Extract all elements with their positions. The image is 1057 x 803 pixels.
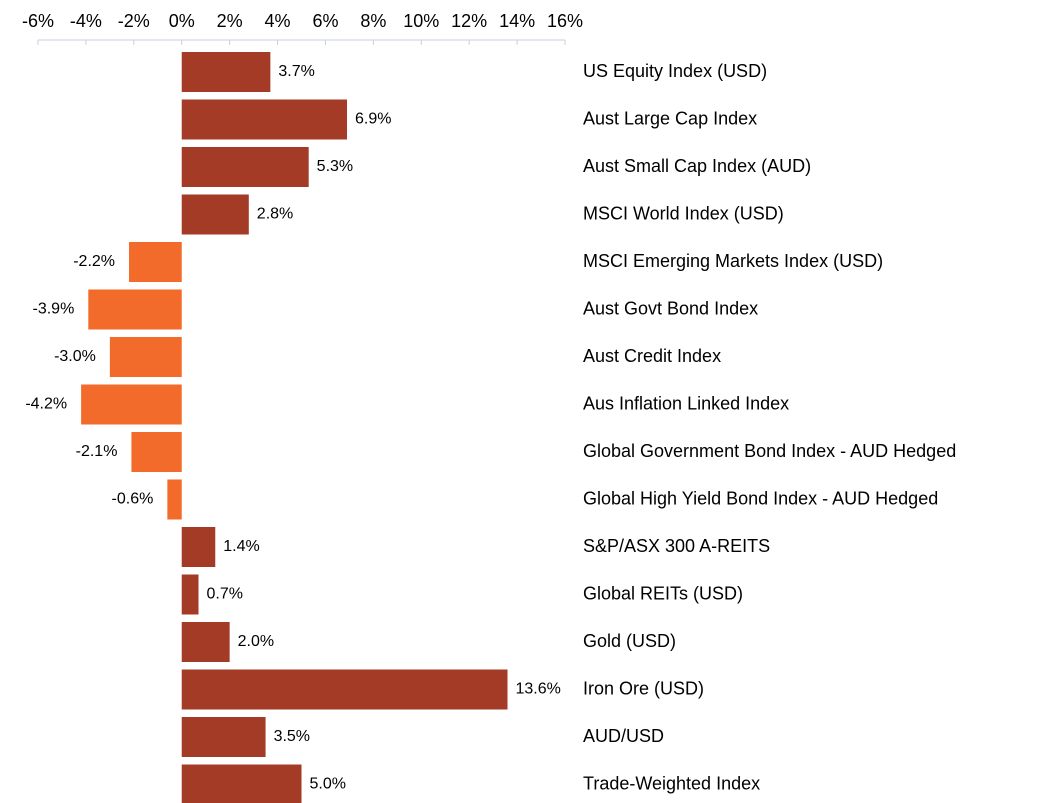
category-label: Global Government Bond Index - AUD Hedge… (583, 441, 956, 461)
bar (81, 384, 182, 425)
bar (181, 194, 249, 235)
value-label: 6.9% (355, 111, 391, 128)
value-label: -0.6% (112, 491, 154, 508)
bar (181, 717, 266, 757)
bar (88, 289, 182, 330)
bar (181, 574, 199, 615)
x-tick-label: -2% (118, 11, 150, 31)
category-label: Global REITs (USD) (583, 583, 743, 603)
category-label: Aust Large Cap Index (583, 108, 757, 128)
bar (181, 99, 348, 140)
category-label: US Equity Index (USD) (583, 61, 767, 81)
bar (131, 432, 182, 472)
x-tick-label: 2% (217, 11, 243, 31)
bar (129, 242, 182, 282)
x-tick-label: 8% (360, 11, 386, 31)
value-label: -2.1% (76, 443, 118, 460)
value-label: 2.0% (238, 633, 274, 650)
bar (109, 337, 182, 377)
x-tick-label: -4% (70, 11, 102, 31)
category-label: Aust Govt Bond Index (583, 298, 758, 318)
x-tick-label: -6% (22, 11, 54, 31)
value-label: -2.2% (73, 253, 115, 270)
x-tick-label: 16% (547, 11, 583, 31)
category-label: Aust Credit Index (583, 346, 721, 366)
category-label: Aus Inflation Linked Index (583, 393, 789, 413)
x-tick-label: 6% (312, 11, 338, 31)
x-tick-label: 4% (265, 11, 291, 31)
value-label: 13.6% (516, 681, 561, 698)
category-label: Aust Small Cap Index (AUD) (583, 156, 811, 176)
value-label: 0.7% (206, 586, 242, 603)
value-label: -4.2% (25, 396, 67, 413)
category-label: Iron Ore (USD) (583, 678, 704, 698)
category-label: Global High Yield Bond Index - AUD Hedge… (583, 488, 938, 508)
bar (181, 527, 216, 567)
x-tick-label: 14% (499, 11, 535, 31)
bar (181, 147, 309, 187)
bar (181, 669, 508, 710)
value-label: 3.7% (278, 63, 314, 80)
category-label: S&P/ASX 300 A-REITS (583, 536, 770, 556)
value-label: -3.9% (33, 301, 75, 318)
category-label: AUD/USD (583, 726, 664, 746)
bar (181, 622, 230, 662)
bar (167, 479, 182, 520)
value-label: -3.0% (54, 348, 96, 365)
x-tick-label: 0% (169, 11, 195, 31)
value-label: 5.3% (317, 158, 353, 175)
category-label: MSCI Emerging Markets Index (USD) (583, 251, 883, 271)
category-label: Trade-Weighted Index (583, 773, 760, 793)
x-tick-label: 10% (403, 11, 439, 31)
value-label: 3.5% (274, 728, 310, 745)
value-label: 5.0% (310, 776, 346, 793)
value-label: 2.8% (257, 206, 293, 223)
category-label: Gold (USD) (583, 631, 676, 651)
bar (181, 52, 271, 92)
bar (181, 764, 302, 803)
x-tick-label: 12% (451, 11, 487, 31)
value-label: 1.4% (223, 538, 259, 555)
category-label: MSCI World Index (USD) (583, 203, 784, 223)
